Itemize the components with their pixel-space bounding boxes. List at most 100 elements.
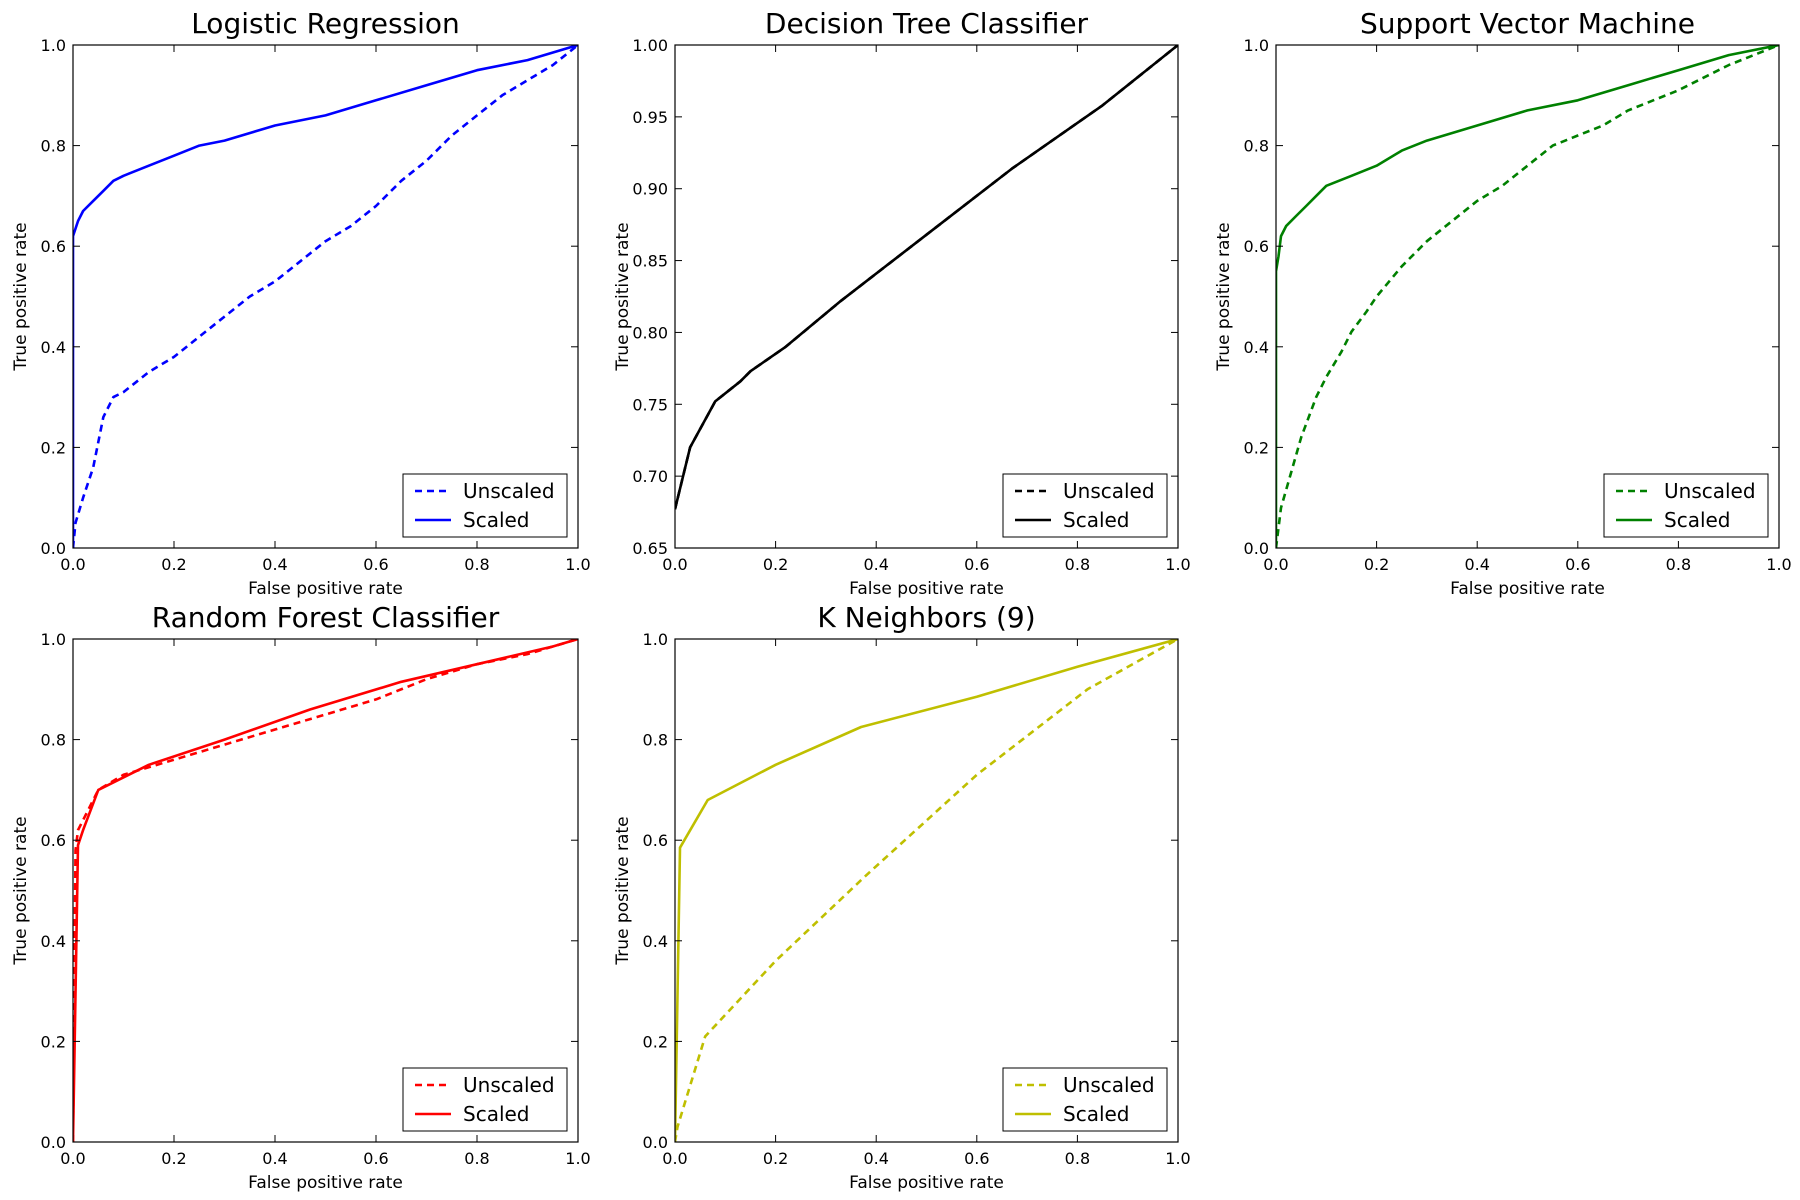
series-line-unscaled: [675, 639, 1178, 1142]
legend-box: [1603, 473, 1769, 538]
chart-panel-1: 0.0 0.2 0.4 0.6 0.8 1.0 0.0 0.2 0.4 0.6 0.8 1.0 Logi…: [11, 7, 591, 599]
y-axis-label: True positive rate: [613, 816, 633, 965]
x-tick-label: 0.2: [1364, 555, 1389, 574]
y-tick-label: 0.2: [643, 1032, 668, 1051]
x-tick-label: 0.6: [964, 555, 989, 574]
x-tick-label: 0.4: [262, 555, 287, 574]
legend-label-unscaled: Unscaled: [1664, 479, 1756, 503]
y-tick-label: 0.0: [1244, 539, 1269, 558]
x-tick-label: 0.4: [863, 1149, 888, 1168]
chart-title: K Neighbors (9): [817, 601, 1035, 634]
chart-title: Logistic Regression: [191, 7, 460, 40]
y-tick-label: 0.6: [1244, 237, 1269, 256]
y-tick-label: 0.90: [632, 180, 668, 199]
legend-label-scaled: Scaled: [1063, 508, 1130, 532]
chart-title: Random Forest Classifier: [152, 601, 500, 634]
x-tick-label: 0.6: [1565, 555, 1590, 574]
legend-box: [402, 473, 568, 538]
legend-label-scaled: Scaled: [463, 508, 530, 532]
axes-frame: [674, 638, 1179, 1143]
legend: Unscaled Scaled: [1603, 473, 1769, 538]
y-tick-label: 0.4: [41, 338, 66, 357]
x-tick-label: 0.4: [1464, 555, 1489, 574]
y-tick-label: 0.75: [632, 395, 668, 414]
legend-box: [402, 1067, 568, 1132]
y-tick-label: 0.80: [632, 323, 668, 342]
legend-label-scaled: Scaled: [463, 1102, 530, 1126]
series-line-scaled: [73, 639, 578, 1142]
series-line-scaled: [675, 639, 1178, 1142]
y-tick-label: 0.8: [643, 731, 668, 750]
series-line-unscaled: [1276, 45, 1779, 548]
x-tick-label: 0.2: [161, 1149, 186, 1168]
y-tick-label: 1.0: [41, 36, 66, 55]
axes-frame: [1275, 44, 1780, 549]
y-tick-label: 0.85: [632, 252, 668, 271]
y-tick-label: 0.4: [643, 932, 668, 951]
y-tick-label: 0.0: [643, 1133, 668, 1152]
legend-label-scaled: Scaled: [1664, 508, 1731, 532]
series-line-unscaled: [73, 45, 578, 548]
x-tick-label: 0.4: [262, 1149, 287, 1168]
y-tick-label: 0.6: [41, 831, 66, 850]
x-tick-label: 1.0: [1165, 555, 1190, 574]
y-tick-label: 0.6: [41, 237, 66, 256]
y-axis-label: True positive rate: [613, 222, 633, 371]
x-tick-label: 0.6: [964, 1149, 989, 1168]
y-tick-label: 0.95: [632, 108, 668, 127]
chart-title: Decision Tree Classifier: [765, 7, 1089, 40]
x-tick-label: 0.0: [1263, 555, 1288, 574]
series-line-scaled: [675, 45, 1178, 510]
x-axis-label: False positive rate: [1450, 579, 1605, 599]
x-tick-label: 0.2: [763, 1149, 788, 1168]
y-tick-label: 1.0: [643, 630, 668, 649]
x-tick-label: 1.0: [1165, 1149, 1190, 1168]
y-axis-label: True positive rate: [11, 222, 31, 371]
series-line-unscaled: [73, 639, 578, 1142]
x-tick-label: 0.8: [464, 555, 489, 574]
x-tick-label: 0.6: [363, 555, 388, 574]
y-axis-label: True positive rate: [11, 816, 31, 965]
legend-label-unscaled: Unscaled: [1063, 479, 1155, 503]
x-tick-label: 0.0: [662, 555, 687, 574]
y-tick-label: 1.00: [632, 36, 668, 55]
y-tick-label: 0.0: [41, 539, 66, 558]
x-tick-label: 0.8: [464, 1149, 489, 1168]
y-tick-label: 0.0: [41, 1133, 66, 1152]
y-tick-label: 0.2: [41, 438, 66, 457]
legend: Unscaled Scaled: [402, 473, 568, 538]
x-tick-label: 0.0: [60, 555, 85, 574]
y-tick-label: 0.6: [643, 831, 668, 850]
legend-box: [1002, 473, 1168, 538]
y-tick-label: 0.2: [1244, 438, 1269, 457]
legend: Unscaled Scaled: [1002, 1067, 1168, 1132]
chart-panel-5: 0.0 0.2 0.4 0.6 0.8 1.0 0.0 0.2 0.4 0.6 0.8 1.0 K Ne…: [613, 601, 1191, 1193]
legend-label-unscaled: Unscaled: [1063, 1073, 1155, 1097]
x-axis-label: False positive rate: [849, 1173, 1004, 1193]
y-tick-label: 0.8: [1244, 137, 1269, 156]
legend: Unscaled Scaled: [1002, 473, 1168, 538]
x-tick-label: 0.0: [662, 1149, 687, 1168]
chart-title: Support Vector Machine: [1360, 7, 1695, 40]
y-axis-label: True positive rate: [1214, 222, 1234, 371]
chart-panel-3: 0.0 0.2 0.4 0.6 0.8 1.0 0.0 0.2 0.4 0.6 0.8 1.0 Supp…: [1214, 7, 1792, 599]
x-tick-label: 0.8: [1065, 1149, 1090, 1168]
y-tick-label: 0.65: [632, 539, 668, 558]
legend-box: [1002, 1067, 1168, 1132]
x-tick-label: 0.4: [863, 555, 888, 574]
x-tick-label: 0.8: [1666, 555, 1691, 574]
x-tick-label: 0.8: [1065, 555, 1090, 574]
y-tick-label: 0.2: [41, 1032, 66, 1051]
y-tick-label: 0.4: [41, 932, 66, 951]
series-line-scaled: [73, 45, 578, 548]
axes-frame: [72, 638, 579, 1143]
x-tick-label: 0.6: [363, 1149, 388, 1168]
legend-label-unscaled: Unscaled: [463, 479, 555, 503]
legend-label-unscaled: Unscaled: [463, 1073, 555, 1097]
y-tick-label: 1.0: [1244, 36, 1269, 55]
chart-panel-4: 0.0 0.2 0.4 0.6 0.8 1.0 0.0 0.2 0.4 0.6 0.8 1.0 Rand…: [11, 601, 591, 1193]
y-tick-label: 0.70: [632, 467, 668, 486]
legend-label-scaled: Scaled: [1063, 1102, 1130, 1126]
y-tick-label: 0.8: [41, 137, 66, 156]
